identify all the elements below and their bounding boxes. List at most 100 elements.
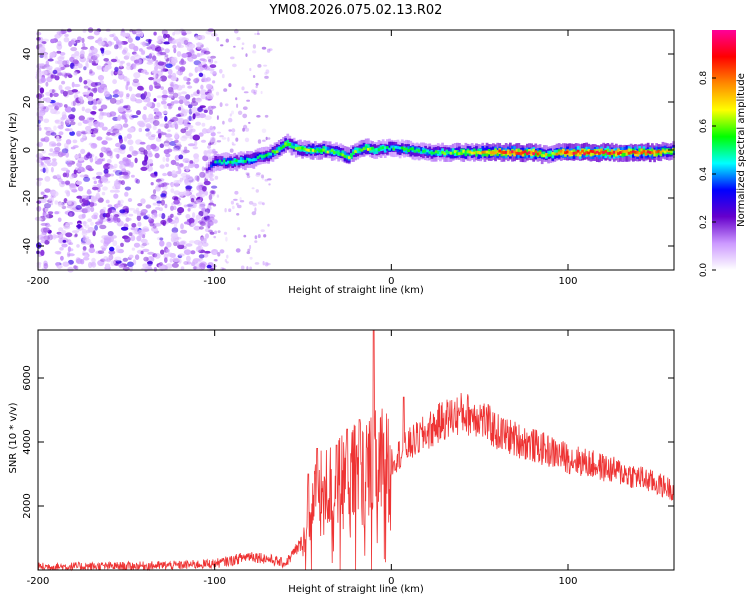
noise-blob xyxy=(151,44,156,51)
noise-blob xyxy=(164,203,168,209)
ridge-cell xyxy=(487,151,491,155)
ridge-cell xyxy=(343,151,347,158)
noise-blob xyxy=(195,121,202,126)
noise-blob xyxy=(235,202,239,206)
ridge-cell xyxy=(627,148,631,155)
noise-blob xyxy=(190,93,194,97)
noise-blob xyxy=(242,113,248,119)
ridge-cell xyxy=(479,148,483,155)
noise-blob xyxy=(185,160,189,164)
noise-blob xyxy=(195,42,203,46)
ridge-cell xyxy=(500,150,504,154)
colorbar-tick-label: 0.8 xyxy=(699,71,709,86)
noise-blob xyxy=(93,30,100,36)
noise-blob xyxy=(87,95,94,102)
ridge-cell xyxy=(235,159,239,163)
noise-blob xyxy=(146,153,153,158)
noise-blob xyxy=(64,86,72,91)
noise-blob xyxy=(217,131,221,134)
noise-blob xyxy=(76,161,82,168)
noise-blob xyxy=(66,251,71,258)
ridge-cell xyxy=(330,148,334,152)
noise-blob xyxy=(130,174,135,178)
ridge-cell xyxy=(371,146,374,150)
ridge-cell xyxy=(623,150,627,153)
noise-blob xyxy=(237,227,241,231)
noise-blob xyxy=(129,95,136,102)
noise-blob xyxy=(187,208,191,212)
noise-blob xyxy=(56,50,62,54)
noise-blob xyxy=(52,158,57,162)
noise-blob xyxy=(176,84,183,91)
noise-blob xyxy=(78,76,83,83)
noise-blob xyxy=(212,80,216,84)
noise-blob xyxy=(128,213,134,217)
noise-blob xyxy=(126,77,130,82)
noise-blob xyxy=(215,91,220,96)
noise-blob xyxy=(196,185,202,191)
noise-blob xyxy=(164,257,168,263)
ridge-cell xyxy=(309,148,313,151)
noise-blob xyxy=(175,65,181,70)
ridge-cell xyxy=(273,150,277,154)
noise-blob xyxy=(40,77,46,83)
noise-blob xyxy=(74,265,79,270)
noise-blob xyxy=(228,208,232,212)
noise-blob xyxy=(268,183,271,186)
noise-blob xyxy=(262,139,266,142)
noise-blob xyxy=(198,220,204,224)
noise-blob xyxy=(122,123,129,128)
noise-blob xyxy=(157,47,165,51)
noise-blob xyxy=(203,211,209,217)
ridge-cell xyxy=(559,149,563,153)
noise-blob xyxy=(53,110,61,115)
noise-blob xyxy=(106,256,112,261)
ridge-cell xyxy=(619,151,622,154)
noise-blob xyxy=(117,90,124,95)
noise-blob xyxy=(210,70,217,75)
noise-blob xyxy=(183,149,190,154)
ridge-cell xyxy=(227,160,230,164)
noise-blob xyxy=(167,103,172,107)
ridge-cell xyxy=(585,151,589,154)
noise-blob xyxy=(150,143,157,150)
noise-blob xyxy=(127,139,134,145)
ridge-cell xyxy=(481,150,485,154)
noise-blob xyxy=(153,108,159,113)
ridge-cell xyxy=(485,150,489,157)
noise-blob xyxy=(128,207,136,211)
ridge-cell xyxy=(250,158,254,162)
noise-blob xyxy=(179,118,184,125)
noise-blob xyxy=(132,63,137,70)
noise-blob xyxy=(223,88,228,92)
noise-blob xyxy=(169,253,176,258)
figure-title: YM08.2026.075.02.13.R02 xyxy=(269,3,443,18)
noise-blob xyxy=(120,144,126,150)
ridge-cell xyxy=(214,160,218,164)
ridge-cell xyxy=(377,148,381,152)
noise-blob xyxy=(147,260,153,267)
noise-blob xyxy=(179,194,184,198)
ridge-cell xyxy=(383,146,387,150)
ridge-cell xyxy=(303,147,307,151)
noise-blob xyxy=(67,259,74,265)
noise-blob xyxy=(210,132,216,137)
ridge-cell xyxy=(663,150,667,154)
noise-blob xyxy=(196,52,201,58)
noise-blob xyxy=(42,167,46,174)
ridge-cell xyxy=(294,147,298,151)
ridge-cell xyxy=(456,152,459,156)
noise-blob xyxy=(55,262,60,267)
noise-blob xyxy=(246,99,251,102)
ridge-cell xyxy=(333,151,336,154)
noise-blob xyxy=(122,171,129,176)
noise-blob xyxy=(254,235,258,240)
noise-blob xyxy=(195,214,202,220)
ridge-cell xyxy=(335,150,338,154)
noise-blob xyxy=(72,59,79,65)
noise-blob xyxy=(145,123,152,129)
noise-blob xyxy=(249,256,253,260)
noise-blob xyxy=(202,242,209,247)
noise-blob xyxy=(146,61,153,65)
ridge-cell xyxy=(481,150,485,157)
